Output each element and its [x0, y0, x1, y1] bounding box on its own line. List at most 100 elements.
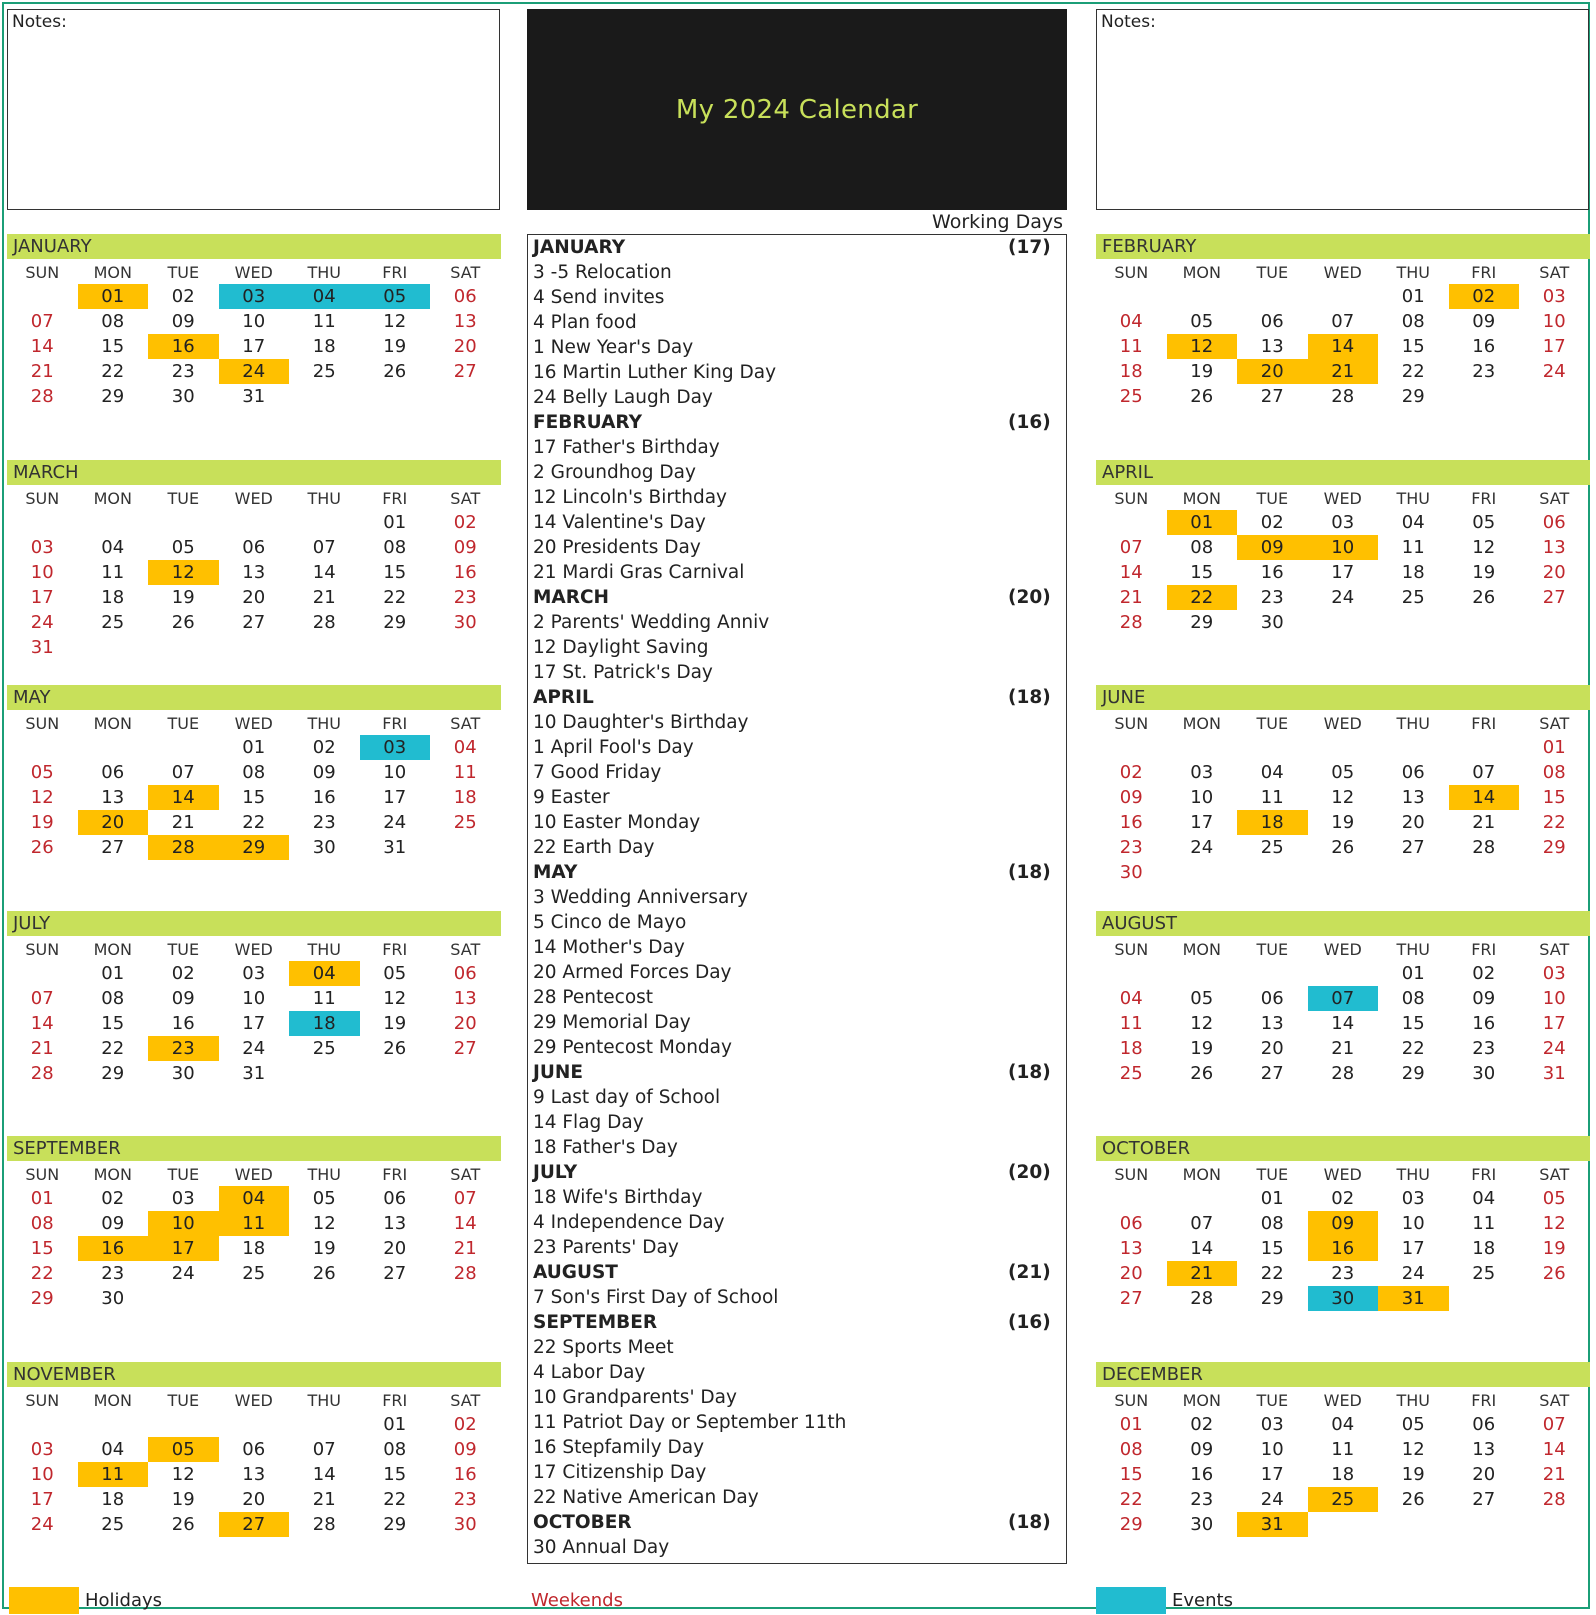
day-cell[interactable]: 30	[1260, 612, 1284, 633]
day-cell[interactable]: 09	[1472, 988, 1496, 1009]
day-cell[interactable]: 29	[101, 1063, 125, 1084]
day-cell[interactable]: 02	[1331, 1188, 1355, 1209]
day-cell[interactable]: 19	[1542, 1238, 1566, 1259]
day-cell[interactable]: 21	[1542, 1464, 1566, 1485]
day-cell[interactable]: 07	[312, 1439, 336, 1460]
day-cell[interactable]: 04	[1401, 512, 1425, 533]
day-cell[interactable]: 26	[1542, 1263, 1566, 1284]
day-cell[interactable]: 11	[1119, 336, 1143, 357]
day-cell[interactable]: 04	[289, 961, 360, 986]
day-cell[interactable]: 27	[242, 612, 266, 633]
day-cell[interactable]: 21	[1472, 812, 1496, 833]
day-cell[interactable]: 11	[312, 988, 336, 1009]
day-cell[interactable]: 01	[1542, 737, 1566, 758]
day-cell[interactable]: 11	[1472, 1213, 1496, 1234]
day-cell[interactable]: 17	[1542, 1013, 1566, 1034]
day-cell[interactable]: 08	[1260, 1213, 1284, 1234]
day-cell[interactable]: 07	[30, 311, 54, 332]
day-cell[interactable]: 09	[1307, 1211, 1378, 1236]
day-cell[interactable]: 01	[383, 1414, 407, 1435]
day-cell[interactable]: 22	[1401, 1038, 1425, 1059]
day-cell[interactable]: 06	[453, 963, 477, 984]
day-cell[interactable]: 06	[242, 537, 266, 558]
day-cell[interactable]: 30	[101, 1288, 125, 1309]
day-cell[interactable]: 29	[1119, 1514, 1143, 1535]
day-cell[interactable]: 29	[30, 1288, 54, 1309]
day-cell[interactable]: 04	[1331, 1414, 1355, 1435]
day-cell[interactable]: 23	[453, 587, 477, 608]
day-cell[interactable]: 11	[1401, 537, 1425, 558]
day-cell[interactable]: 14	[453, 1213, 477, 1234]
day-cell[interactable]: 24	[1331, 587, 1355, 608]
day-cell[interactable]: 14	[1448, 785, 1519, 810]
day-cell[interactable]: 02	[171, 963, 195, 984]
day-cell[interactable]: 28	[1119, 612, 1143, 633]
day-cell[interactable]: 10	[1307, 535, 1378, 560]
day-cell[interactable]: 15	[1401, 336, 1425, 357]
day-cell[interactable]: 31	[383, 837, 407, 858]
day-cell[interactable]: 22	[1166, 585, 1237, 610]
day-cell[interactable]: 15	[383, 562, 407, 583]
day-cell[interactable]: 23	[1119, 837, 1143, 858]
day-cell[interactable]: 25	[453, 812, 477, 833]
day-cell[interactable]: 23	[148, 1036, 219, 1061]
day-cell[interactable]: 12	[148, 560, 219, 585]
day-cell[interactable]: 15	[1119, 1464, 1143, 1485]
day-cell[interactable]: 12	[383, 311, 407, 332]
day-cell[interactable]: 17	[1331, 562, 1355, 583]
day-cell[interactable]: 23	[1472, 1038, 1496, 1059]
day-cell[interactable]: 17	[30, 587, 54, 608]
day-cell[interactable]: 30	[1119, 862, 1143, 883]
day-cell[interactable]: 16	[1190, 1464, 1214, 1485]
day-cell[interactable]: 30	[453, 612, 477, 633]
day-cell[interactable]: 30	[171, 1063, 195, 1084]
day-cell[interactable]: 03	[1401, 1188, 1425, 1209]
day-cell[interactable]: 06	[1260, 311, 1284, 332]
day-cell[interactable]: 02	[1260, 512, 1284, 533]
day-cell[interactable]: 03	[171, 1188, 195, 1209]
day-cell[interactable]: 09	[1119, 787, 1143, 808]
day-cell[interactable]: 06	[242, 1439, 266, 1460]
day-cell[interactable]: 17	[30, 1489, 54, 1510]
day-cell[interactable]: 25	[1119, 1063, 1143, 1084]
day-cell[interactable]: 10	[1542, 311, 1566, 332]
day-cell[interactable]: 24	[1542, 361, 1566, 382]
day-cell[interactable]: 28	[148, 835, 219, 860]
day-cell[interactable]: 21	[312, 587, 336, 608]
day-cell[interactable]: 02	[1472, 963, 1496, 984]
day-cell[interactable]: 19	[312, 1238, 336, 1259]
day-cell[interactable]: 22	[1260, 1263, 1284, 1284]
day-cell[interactable]: 15	[1542, 787, 1566, 808]
day-cell[interactable]: 15	[1190, 562, 1214, 583]
day-cell[interactable]: 29	[383, 1514, 407, 1535]
day-cell[interactable]: 08	[1119, 1439, 1143, 1460]
day-cell[interactable]: 31	[242, 386, 266, 407]
day-cell[interactable]: 06	[1542, 512, 1566, 533]
day-cell[interactable]: 14	[148, 785, 219, 810]
day-cell[interactable]: 19	[1472, 562, 1496, 583]
day-cell[interactable]: 16	[148, 334, 219, 359]
day-cell[interactable]: 07	[453, 1188, 477, 1209]
day-cell[interactable]: 03	[30, 1439, 54, 1460]
day-cell[interactable]: 17	[1542, 336, 1566, 357]
day-cell[interactable]: 04	[101, 537, 125, 558]
day-cell[interactable]: 03	[242, 963, 266, 984]
day-cell[interactable]: 09	[101, 1213, 125, 1234]
day-cell[interactable]: 16	[77, 1236, 148, 1261]
day-cell[interactable]: 22	[1542, 812, 1566, 833]
day-cell[interactable]: 28	[1542, 1489, 1566, 1510]
day-cell[interactable]: 11	[1260, 787, 1284, 808]
day-cell[interactable]: 05	[359, 284, 430, 309]
day-cell[interactable]: 24	[1542, 1038, 1566, 1059]
day-cell[interactable]: 15	[242, 787, 266, 808]
day-cell[interactable]: 10	[148, 1211, 219, 1236]
day-cell[interactable]: 26	[1472, 587, 1496, 608]
day-cell[interactable]: 01	[77, 284, 148, 309]
day-cell[interactable]: 13	[453, 988, 477, 1009]
day-cell[interactable]: 12	[1331, 787, 1355, 808]
day-cell[interactable]: 17	[242, 1013, 266, 1034]
day-cell[interactable]: 04	[289, 284, 360, 309]
day-cell[interactable]: 02	[453, 512, 477, 533]
day-cell[interactable]: 30	[171, 386, 195, 407]
day-cell[interactable]: 28	[312, 1514, 336, 1535]
